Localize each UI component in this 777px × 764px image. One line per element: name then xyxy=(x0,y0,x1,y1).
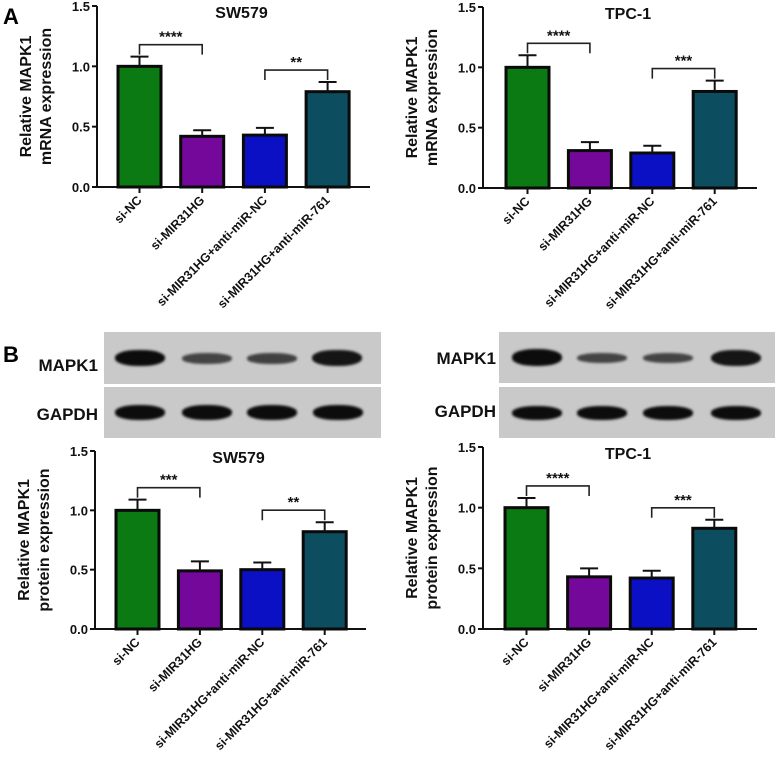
x-tick-label: si-MIR31HG+anti-miR-NC xyxy=(541,635,657,751)
protein-band xyxy=(182,352,232,364)
y-tick-label: 1.0 xyxy=(70,503,88,518)
significance-bracket: **** xyxy=(525,470,590,496)
protein-band xyxy=(313,405,363,420)
bar-chart-mrna-tpc1: TPC-1 Relative MAPK1 mRNA expression 0.0 0.5… xyxy=(404,0,757,312)
blot-label-gapdh: GAPDH xyxy=(434,402,496,421)
significance-label: **** xyxy=(546,470,570,487)
blot-label-mapk1: MAPK1 xyxy=(38,356,98,375)
y-axis-label: mRNA expression xyxy=(38,28,55,165)
chart-title: TPC-1 xyxy=(605,6,651,23)
significance-label: **** xyxy=(547,27,571,44)
significance-bracket: ** xyxy=(261,494,326,521)
y-tick-label: 1.5 xyxy=(70,444,88,459)
protein-band xyxy=(247,352,297,364)
protein-band xyxy=(247,405,297,420)
significance-bracket: *** xyxy=(650,492,716,518)
blot-label-gapdh: GAPDH xyxy=(36,405,98,424)
x-tick-label: si-MIR31HG+anti-miR-761 xyxy=(602,635,720,753)
protein-band xyxy=(115,350,165,366)
bar-chart-mrna-sw579: SW579 Relative MAPK1 mRNA expression 0.0 0.5… xyxy=(18,0,370,311)
protein-band xyxy=(512,349,562,366)
bar xyxy=(628,576,675,631)
y-tick-label: 0.5 xyxy=(458,121,476,136)
significance-bracket: *** xyxy=(651,53,716,79)
significance-bracket: ** xyxy=(264,54,329,81)
protein-band xyxy=(711,349,761,366)
y-axis-label: Relative MAPK1 xyxy=(16,479,33,601)
y-tick-label: 0.0 xyxy=(72,180,90,195)
y-tick-label: 1.5 xyxy=(458,440,476,455)
y-axis-label: mRNA expression xyxy=(424,29,441,166)
y-axis-label: Relative MAPK1 xyxy=(404,477,421,599)
significance-label: *** xyxy=(674,492,692,509)
chart-title: SW579 xyxy=(215,5,268,22)
y-tick-label: 0.0 xyxy=(458,622,476,637)
protein-band xyxy=(312,350,362,366)
y-tick-label: 0.0 xyxy=(70,622,88,637)
x-tick-label: si-MIR31HG xyxy=(535,635,595,695)
protein-band xyxy=(711,405,761,420)
significance-bracket: *** xyxy=(136,472,201,498)
y-tick-label: 0.5 xyxy=(70,563,88,578)
y-tick-label: 0.5 xyxy=(72,120,90,135)
protein-band xyxy=(643,405,693,420)
y-tick-label: 0.0 xyxy=(458,181,476,196)
y-tick-label: 1.0 xyxy=(458,60,476,75)
bar xyxy=(691,526,738,631)
protein-band xyxy=(643,352,693,363)
blot-label-mapk1: MAPK1 xyxy=(436,349,496,368)
bar-chart-protein-sw579: SW579 Relative MAPK1 protein expression 0.0… xyxy=(16,444,366,753)
significance-label: **** xyxy=(159,29,183,46)
y-tick-label: 1.5 xyxy=(72,0,90,14)
panel-letter-a: A xyxy=(3,4,19,29)
blot-strip-mapk1 xyxy=(104,332,381,384)
bar xyxy=(503,506,550,631)
bar xyxy=(176,569,223,631)
significance-label: *** xyxy=(675,53,693,70)
x-tick-label: si-NC xyxy=(499,635,532,668)
significance-bracket: **** xyxy=(526,27,591,54)
protein-band xyxy=(182,405,232,420)
blot-strip-mapk1 xyxy=(499,332,775,383)
significance-label: *** xyxy=(160,472,178,489)
y-axis-label: protein expression xyxy=(36,468,53,611)
significance-label: ** xyxy=(290,54,302,71)
chart-title: TPC-1 xyxy=(605,446,651,463)
protein-band xyxy=(512,405,562,420)
panel-letter-b: B xyxy=(3,342,19,367)
y-tick-label: 1.0 xyxy=(72,59,90,74)
protein-band xyxy=(115,405,165,420)
chart-title: SW579 xyxy=(212,450,265,467)
bar xyxy=(566,575,613,631)
y-axis-label: Relative MAPK1 xyxy=(18,35,35,157)
y-tick-label: 1.5 xyxy=(458,0,476,15)
blot-strip-gapdh xyxy=(499,387,775,438)
significance-bracket: **** xyxy=(138,29,203,55)
y-axis-label: Relative MAPK1 xyxy=(404,36,421,158)
significance-label: ** xyxy=(288,494,300,511)
blot-strip-gapdh xyxy=(104,387,381,438)
y-tick-label: 1.0 xyxy=(458,501,476,516)
bar xyxy=(179,134,226,189)
protein-band xyxy=(577,405,627,420)
y-tick-label: 0.5 xyxy=(458,561,476,576)
protein-band xyxy=(577,352,627,363)
y-axis-label: protein expression xyxy=(424,466,441,609)
